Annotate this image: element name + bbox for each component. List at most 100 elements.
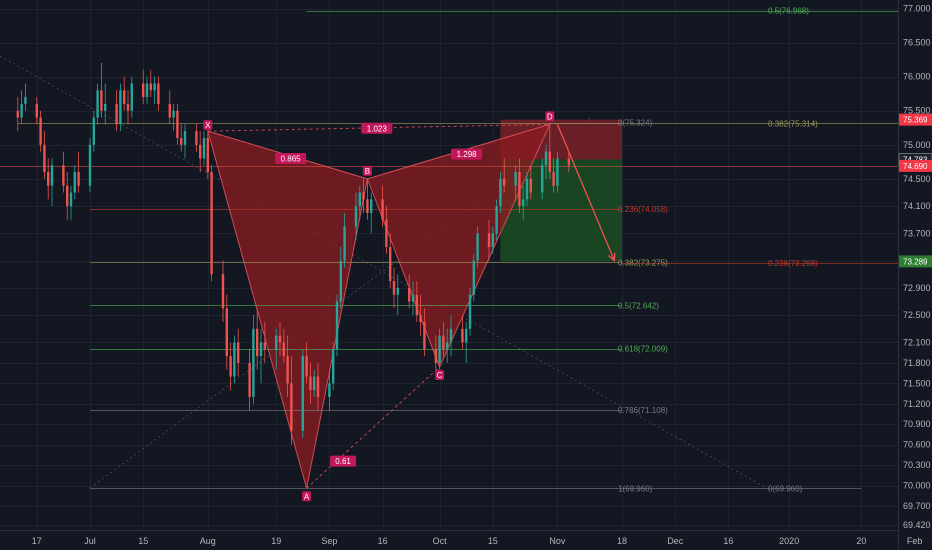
price-tick-label: 71.800 [903, 358, 931, 368]
fib-level-label: 0.786(71.108) [618, 406, 668, 415]
candle [518, 158, 521, 213]
candle-body [195, 131, 198, 145]
candle [552, 158, 555, 193]
price-tick-label: 76.000 [903, 72, 931, 82]
candle-body [525, 178, 529, 200]
time-tick-label: Aug [200, 536, 216, 546]
candle-body [119, 90, 122, 125]
candle [168, 90, 171, 125]
candle-body [172, 110, 175, 118]
candle [130, 76, 133, 118]
candle [529, 165, 532, 200]
candle [206, 131, 209, 179]
candle [491, 226, 494, 254]
pattern-point-label: X [205, 121, 211, 130]
time-tick-label: Nov [549, 536, 566, 546]
candle [96, 83, 99, 125]
candle [396, 274, 399, 316]
candle [328, 369, 331, 411]
candle [343, 212, 346, 268]
pattern-triangle-xab [207, 130, 368, 489]
candle [423, 308, 426, 357]
pattern-point-label: D [547, 112, 553, 121]
pattern-bd-line [367, 123, 550, 180]
candle [183, 124, 187, 159]
candle [419, 294, 422, 336]
candle-body [237, 342, 240, 363]
candle [252, 315, 255, 404]
candle-body [442, 335, 445, 350]
candle [153, 76, 156, 104]
time-tick-label: Dec [667, 536, 684, 546]
time-tick-label: Sep [321, 536, 337, 546]
price-tag-label: 73.289 [903, 257, 928, 266]
candle-body [449, 328, 453, 343]
candle-body [282, 342, 285, 357]
candle [381, 185, 384, 227]
candle [503, 158, 506, 193]
pattern-ratio-badge [275, 153, 307, 165]
price-tick-label: 72.900 [903, 283, 931, 293]
time-axis-background [0, 530, 898, 550]
candle-body [96, 90, 99, 118]
candle [487, 219, 491, 261]
candle-body [419, 315, 422, 322]
candle [499, 172, 502, 213]
price-tick-label: 76.500 [903, 38, 931, 48]
harmonic-pattern [207, 123, 551, 489]
candle [126, 90, 130, 125]
candle [522, 185, 525, 220]
candle-body [316, 376, 320, 397]
candle [256, 308, 259, 370]
candle-body [548, 151, 551, 173]
price-tick-label: 70.600 [903, 440, 931, 450]
time-tick-label: 15 [138, 536, 148, 546]
candle-body [415, 294, 418, 316]
candle [145, 76, 149, 104]
price-tick-label: 75.500 [903, 106, 931, 116]
candle [385, 206, 388, 254]
candle-body [73, 172, 76, 193]
fib-level-label: 1(69.960) [618, 484, 653, 493]
candle [541, 158, 544, 200]
price-tick-label: 70.300 [903, 460, 931, 470]
candle-body [248, 362, 251, 397]
pattern-point-label: C [437, 371, 443, 380]
candle-body [461, 328, 464, 343]
candle-body [556, 158, 559, 186]
candle-body [335, 301, 339, 350]
candle [50, 158, 54, 207]
candle-body [199, 144, 202, 159]
candle-body [35, 103, 38, 118]
pattern-ratio-label: 0.865 [281, 155, 302, 164]
candle-body [392, 281, 396, 295]
price-tag-background [899, 113, 932, 126]
candle [199, 131, 202, 173]
candle-body [263, 342, 266, 350]
candle-body [434, 349, 437, 363]
candle [370, 192, 373, 234]
candle [305, 342, 308, 384]
candle [415, 281, 418, 322]
time-tick-label: 16 [378, 536, 388, 546]
candles [16, 63, 570, 445]
candle [88, 137, 92, 193]
time-tick-label: 16 [723, 536, 733, 546]
candle [210, 165, 213, 282]
candle [278, 321, 282, 357]
candle [495, 199, 498, 241]
candle-body [157, 83, 160, 104]
candle [434, 335, 437, 370]
price-tick-label: 72.500 [903, 310, 931, 320]
pattern-point-c: C [435, 369, 445, 380]
candle [468, 287, 472, 336]
candle-body [149, 83, 152, 91]
candle [465, 321, 468, 363]
candle-body [259, 342, 263, 357]
candle [548, 124, 551, 179]
pattern-point-badge [362, 165, 372, 176]
candle-body [43, 144, 46, 173]
candle-body [354, 206, 358, 227]
